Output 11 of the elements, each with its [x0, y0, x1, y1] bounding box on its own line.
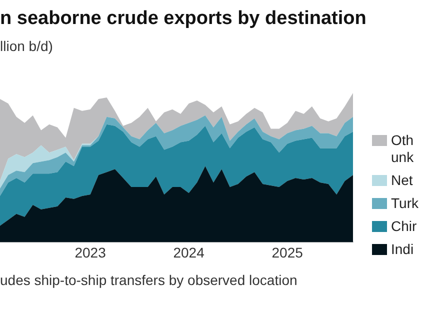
x-tick-label: 2025	[272, 244, 304, 260]
legend-label: Oth unk	[391, 132, 414, 166]
legend-label: Turk	[391, 195, 418, 212]
legend-label: Indi	[391, 241, 414, 258]
chart-subtitle: llion b/d)	[0, 38, 53, 54]
legend-label: Net	[391, 172, 413, 189]
x-tick-label: 2023	[74, 244, 106, 260]
chart-title: n seaborne crude exports by destination	[0, 8, 366, 30]
x-tick-label: 2024	[173, 244, 205, 260]
text: udes ship-to-ship transfers by observed location	[0, 272, 298, 289]
legend-label: Chir	[391, 218, 417, 235]
